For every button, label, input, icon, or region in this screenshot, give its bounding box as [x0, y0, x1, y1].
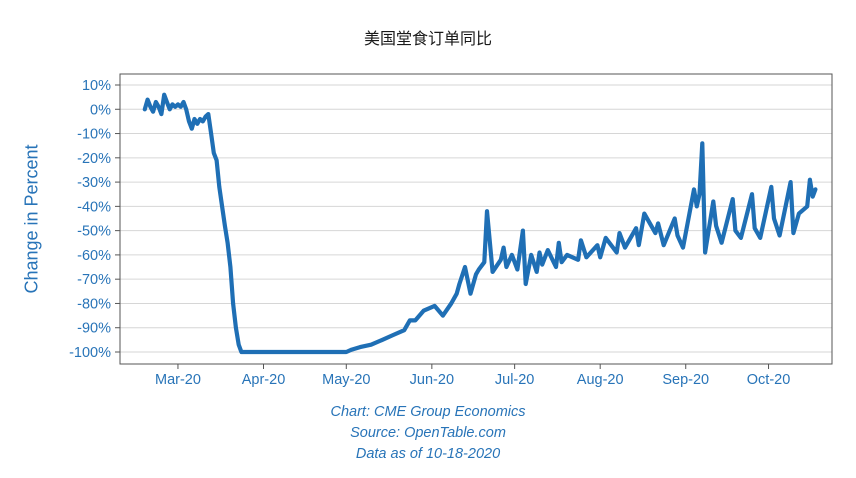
- y-tick-label: -40%: [77, 199, 111, 215]
- x-tick-label: May-20: [322, 372, 370, 388]
- y-tick-label: 10%: [82, 78, 111, 94]
- series-layer: [142, 92, 818, 355]
- x-tick-label: Jul-20: [495, 372, 535, 388]
- y-tick-label: -60%: [77, 248, 111, 264]
- x-tick-label: Oct-20: [747, 372, 791, 388]
- x-tick-label: Apr-20: [242, 372, 286, 388]
- y-tick-label: -30%: [77, 175, 111, 191]
- y-tick-label: -50%: [77, 224, 111, 240]
- y-ticks: 10% 0% -10% -20% -30% -40% -50% -60% -70% -80% -90…: [69, 78, 120, 361]
- y-tick-label: -20%: [77, 151, 111, 167]
- plot-frame: [119, 73, 833, 365]
- y-tick-label: -80%: [77, 296, 111, 312]
- y-tick-label: -70%: [77, 272, 111, 288]
- y-tick-label: -90%: [77, 321, 111, 337]
- x-tick-label: Sep-20: [662, 372, 709, 388]
- grid-lines: [120, 84, 832, 353]
- y-tick-label: -100%: [69, 345, 111, 361]
- y-tick-label: 0%: [90, 102, 111, 118]
- caption-chart-credit: Chart: CME Group Economics: [330, 404, 526, 420]
- caption-source: Source: OpenTable.com: [350, 425, 506, 441]
- x-tick-label: Jun-20: [410, 372, 454, 388]
- chart-title: 美国堂食订单同比: [363, 29, 492, 48]
- x-tick-label: Mar-20: [155, 372, 201, 388]
- caption-data-date: Data as of 10-18-2020: [355, 446, 501, 462]
- y-tick-label: -10%: [77, 127, 111, 143]
- x-tick-label: Aug-20: [577, 372, 624, 388]
- x-ticks: Mar-20 Apr-20 May-20 Jun-20 Jul-20 Aug-20 Sep-…: [155, 364, 790, 388]
- series-line: [142, 92, 818, 355]
